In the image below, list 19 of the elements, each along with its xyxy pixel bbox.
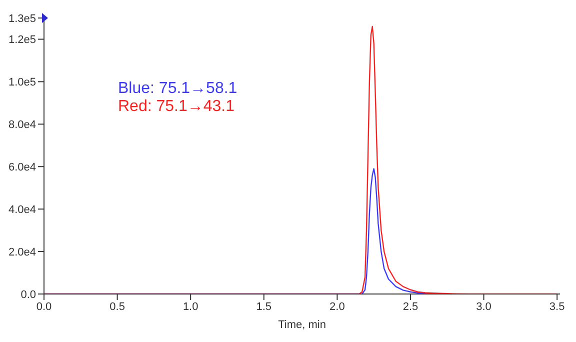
y-tick-label: 4.0e4 [8, 204, 36, 216]
x-tick-label: 1.5 [256, 300, 272, 313]
y-tick-label: 0.0 [20, 288, 36, 301]
text: Blue: 75.1→58.1 [118, 80, 238, 98]
y-tick-label: 1.0e5 [8, 76, 36, 89]
x-tick-label: 1.0 [182, 300, 198, 313]
x-axis-title: Time, min [278, 319, 326, 331]
x-tick-label: 3.5 [549, 300, 565, 313]
text: Red: 75.1→43.1 [118, 98, 236, 116]
y-tick-label: 1.3e5 [8, 12, 36, 25]
x-tick-label: 0.5 [110, 300, 125, 313]
x-tick-label: 3.0 [476, 300, 492, 313]
y-tick-label: 2.0e4 [8, 246, 36, 258]
y-tick-label: 8.0e4 [8, 119, 36, 132]
x-tick-label: 0.0 [36, 300, 52, 313]
y-tick-label: 1.2e5 [8, 34, 36, 46]
x-tick-label: 2.0 [330, 300, 345, 313]
x-tick-label: 2.5 [402, 300, 418, 313]
y-tick-label: 6.0e4 [8, 162, 36, 174]
